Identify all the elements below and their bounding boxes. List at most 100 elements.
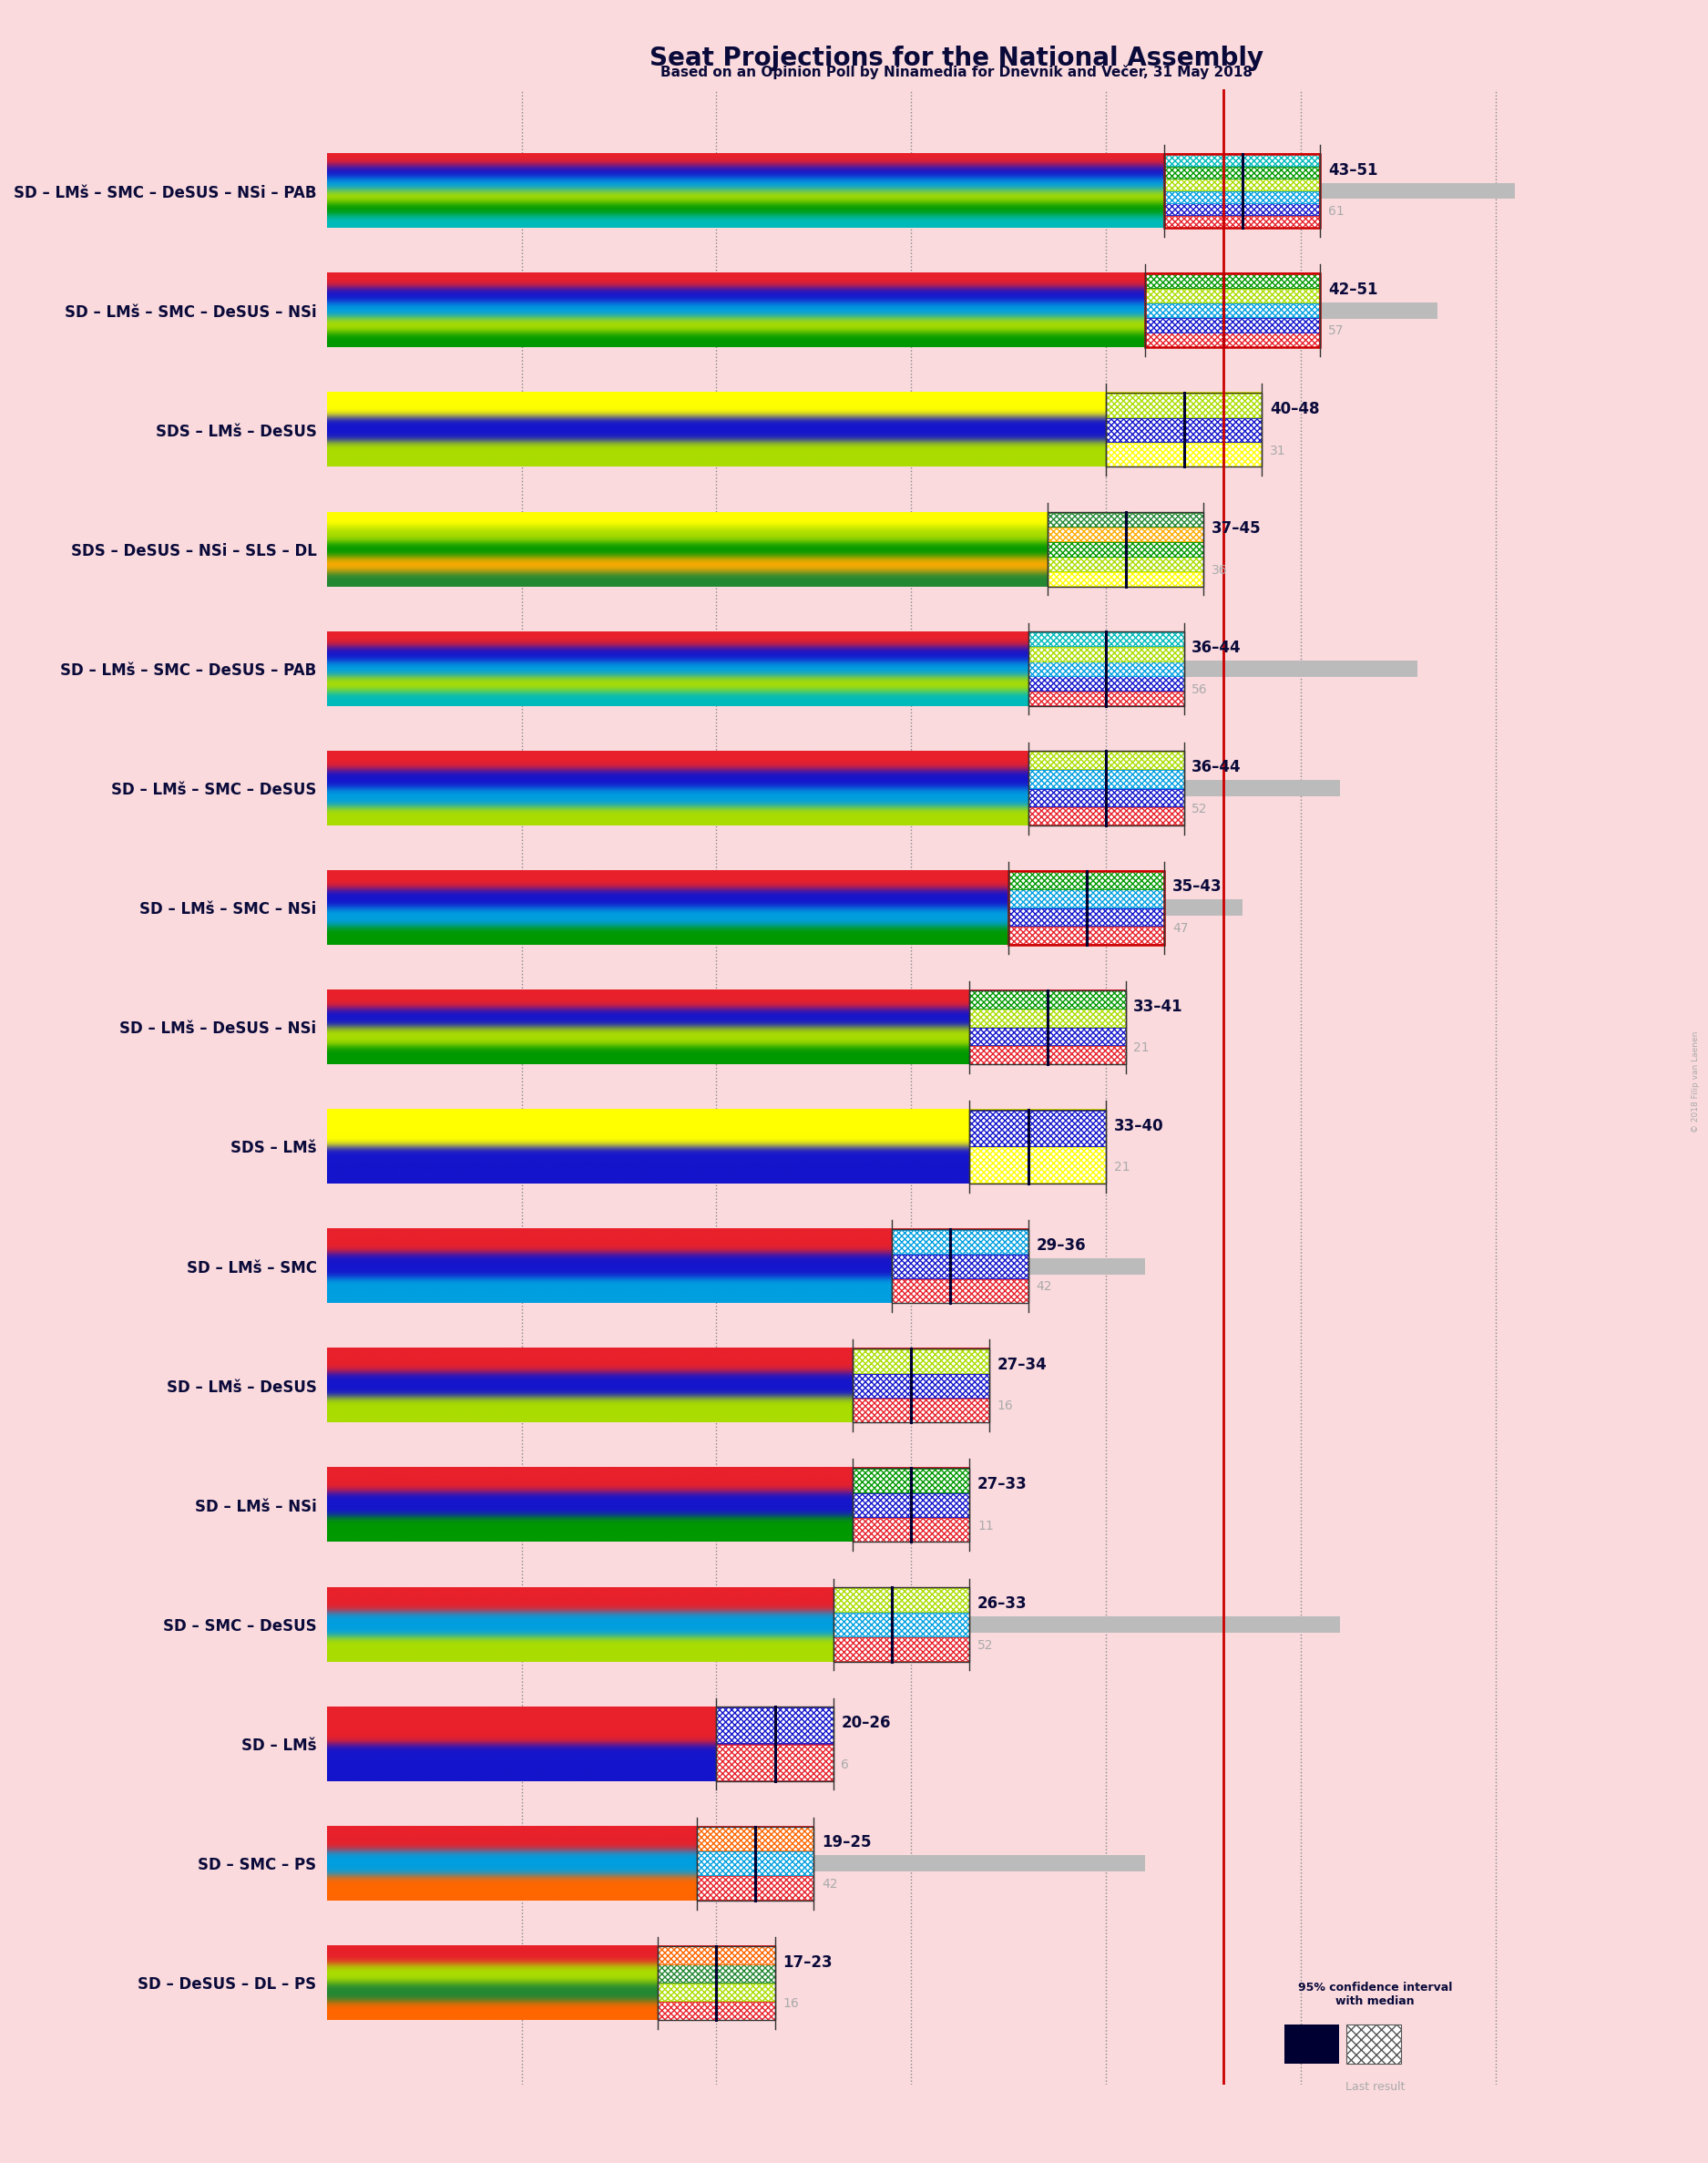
Text: 61: 61 [1329, 205, 1344, 218]
Bar [1144, 318, 1320, 333]
Bar [1047, 528, 1204, 541]
Text: 27–33: 27–33 [977, 1475, 1027, 1492]
Bar [1009, 926, 1165, 945]
Bar [716, 1707, 834, 1780]
Bar [1165, 180, 1320, 190]
Text: 35–43: 35–43 [1172, 878, 1221, 895]
Bar [1028, 662, 1184, 675]
Bar [1144, 275, 1320, 288]
Bar [852, 1399, 989, 1421]
Bar [716, 1707, 834, 1743]
Text: 56: 56 [1192, 684, 1208, 696]
Text: 16: 16 [997, 1399, 1013, 1412]
Bar [1009, 889, 1165, 906]
Bar [1165, 203, 1320, 216]
Bar [1028, 751, 1184, 826]
Bar [326, 781, 1339, 796]
Text: 42–51: 42–51 [1329, 281, 1378, 298]
Bar [1009, 872, 1165, 945]
Bar [852, 1492, 970, 1516]
Text: 19–25: 19–25 [822, 1834, 871, 1852]
Bar [1107, 394, 1262, 417]
Bar [1028, 632, 1184, 647]
Text: 21: 21 [1114, 1162, 1131, 1175]
Bar [970, 1008, 1126, 1027]
Bar [326, 1019, 736, 1036]
Bar [892, 1255, 1028, 1278]
Bar [852, 1348, 989, 1423]
Bar [970, 991, 1126, 1008]
Bar [970, 1110, 1107, 1146]
Text: 57: 57 [1329, 324, 1344, 337]
Text: 42: 42 [1037, 1280, 1052, 1293]
Bar [970, 1027, 1126, 1045]
Bar [658, 2001, 775, 2020]
Bar [326, 1378, 639, 1393]
Bar [852, 1374, 989, 1397]
Bar [1028, 751, 1184, 770]
Bar [852, 1469, 970, 1492]
Text: 52: 52 [1192, 802, 1208, 815]
Text: 43–51: 43–51 [1329, 162, 1378, 177]
Bar [1009, 872, 1165, 889]
Bar [326, 182, 1515, 199]
Text: 52: 52 [977, 1640, 994, 1653]
Text: 17–23: 17–23 [782, 1953, 832, 1970]
Bar [892, 1278, 1028, 1302]
Bar [1028, 692, 1184, 705]
Text: 40–48: 40–48 [1269, 400, 1319, 417]
Bar [1165, 167, 1320, 177]
Bar [326, 541, 1028, 558]
Bar [1047, 571, 1204, 586]
Bar [697, 1828, 813, 1852]
Bar [892, 1229, 1028, 1252]
Text: 33–40: 33–40 [1114, 1118, 1163, 1133]
Bar [834, 1637, 970, 1661]
Bar [658, 1983, 775, 2001]
Bar [1047, 543, 1204, 556]
Bar [326, 1259, 1144, 1274]
Bar [326, 422, 931, 437]
Bar [326, 660, 1418, 677]
Text: 95% confidence interval
with median: 95% confidence interval with median [1298, 1981, 1452, 2007]
Text: Last result: Last result [1346, 2081, 1404, 2092]
Bar [1047, 513, 1204, 586]
Bar [1165, 190, 1320, 203]
Bar [1107, 443, 1262, 467]
Bar [326, 1856, 1144, 1871]
Bar [697, 1875, 813, 1899]
Bar [1165, 154, 1320, 167]
Bar [1028, 677, 1184, 690]
Bar [852, 1469, 970, 1542]
Bar [1144, 333, 1320, 346]
Text: 21: 21 [1134, 1043, 1149, 1053]
Bar [1047, 513, 1204, 528]
Text: 36: 36 [1211, 565, 1228, 575]
Bar [326, 1737, 444, 1752]
Bar [1028, 770, 1184, 787]
Text: 42: 42 [822, 1877, 837, 1890]
Bar [1165, 154, 1320, 227]
Text: Based on an Opinion Poll by Ninamedia for Dnevnik and Večer, 31 May 2018: Based on an Opinion Poll by Ninamedia fo… [661, 65, 1252, 80]
Bar [658, 1964, 775, 1983]
Bar [697, 1852, 813, 1875]
Bar [658, 1947, 775, 2020]
Bar [326, 1975, 639, 1992]
Bar [326, 1497, 541, 1514]
Bar [1028, 632, 1184, 705]
Bar [326, 1616, 1339, 1633]
Bar [970, 991, 1126, 1064]
Text: 31: 31 [1269, 443, 1286, 456]
Text: Seat Projections for the National Assembly: Seat Projections for the National Assemb… [649, 45, 1264, 71]
Bar [1047, 558, 1204, 571]
Text: 20–26: 20–26 [840, 1715, 890, 1730]
Bar [852, 1518, 970, 1542]
Text: 33–41: 33–41 [1134, 999, 1184, 1014]
Text: 36–44: 36–44 [1192, 759, 1242, 777]
Text: 11: 11 [977, 1518, 994, 1531]
Bar [834, 1588, 970, 1611]
Bar [970, 1047, 1126, 1064]
Bar [852, 1350, 989, 1374]
Bar [834, 1588, 970, 1661]
Text: 26–33: 26–33 [977, 1596, 1027, 1611]
